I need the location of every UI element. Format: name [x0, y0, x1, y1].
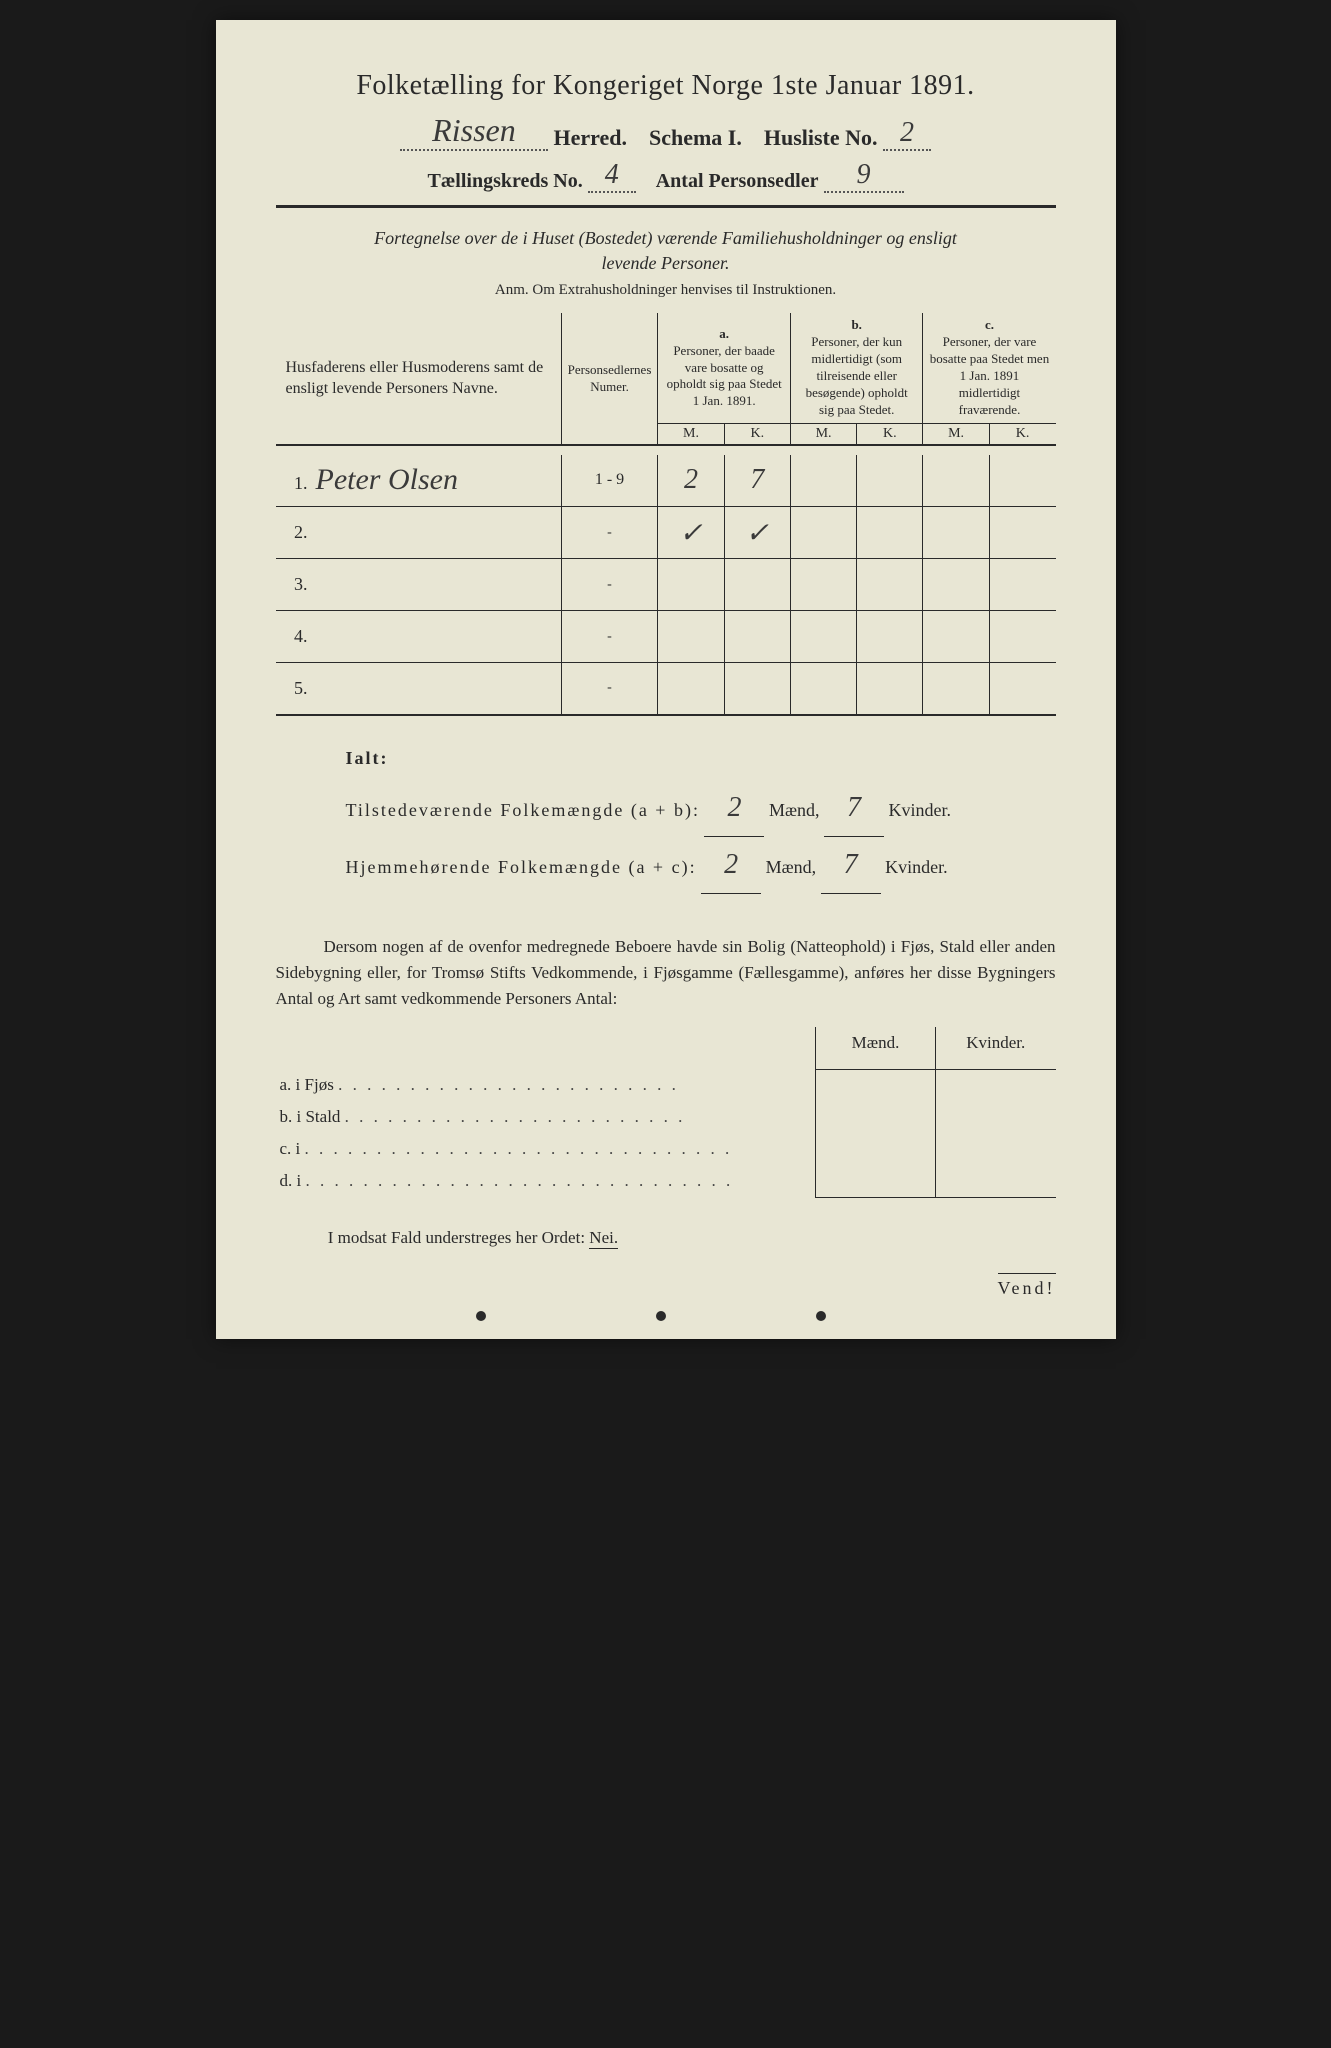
numer-value: -: [607, 577, 612, 592]
table-row: 4. -: [276, 611, 1056, 663]
col-c-text: Personer, der vare bosatte paa Stedet me…: [930, 334, 1050, 417]
row-num: 3.: [288, 574, 308, 595]
husliste-label: Husliste No.: [764, 125, 878, 150]
row-num: 5.: [288, 678, 308, 699]
bygning-label: c. i: [280, 1139, 301, 1158]
vend-text: Vend!: [998, 1273, 1056, 1298]
present-k: 7: [834, 780, 874, 836]
nei-line: I modsat Fald understreges her Ordet: Ne…: [276, 1228, 1056, 1248]
resident-k: 7: [831, 837, 871, 893]
nei-word: Nei.: [589, 1228, 618, 1249]
census-form-page: Folketælling for Kongeriget Norge 1ste J…: [216, 20, 1116, 1339]
col-numer-header: Personsedlernes Numer.: [561, 313, 658, 444]
present-label: Tilstedeværende Folkemængde (a + b):: [346, 800, 700, 820]
header-line-3: Tællingskreds No. 4 Antal Personsedler 9: [276, 159, 1056, 193]
herred-label: Herred.: [553, 125, 627, 150]
table-row: 5. -: [276, 663, 1056, 715]
a-m-value: 2: [671, 464, 711, 496]
row-num: 4.: [288, 626, 308, 647]
bygning-kvinder-header: Kvinder.: [936, 1027, 1056, 1070]
sedler-label: Antal Personsedler: [656, 170, 819, 192]
a-k-value: 7: [737, 464, 777, 496]
sedler-value: 9: [844, 159, 884, 191]
row-num: 1.: [288, 473, 308, 494]
subtitle: Fortegnelse over de i Huset (Bostedet) v…: [276, 226, 1056, 276]
resident-m: 2: [711, 837, 751, 893]
ink-blot: [656, 1311, 666, 1321]
kvinder-label: Kvinder.: [885, 857, 948, 877]
kvinder-label: Kvinder.: [888, 800, 951, 820]
maend-label: Mænd,: [769, 800, 820, 820]
ialt-title: Ialt:: [346, 740, 1056, 776]
herred-value: Rissen: [404, 112, 544, 149]
a-k-value: ✓: [737, 516, 777, 550]
present-m: 2: [714, 780, 754, 836]
bygning-row: a. i Fjøs . . . . . . . . . . . . . . . …: [276, 1069, 1056, 1101]
numer-value: 1 - 9: [595, 471, 624, 488]
col-c-k: K.: [989, 423, 1055, 445]
bygning-label: d. i: [280, 1171, 302, 1190]
bygning-label: a. i Fjøs: [280, 1075, 334, 1094]
a-m-value: ✓: [671, 516, 711, 550]
col-b-text: Personer, der kun midlertidigt (som tilr…: [806, 334, 908, 417]
bygning-table: Mænd. Kvinder. a. i Fjøs . . . . . . . .…: [276, 1027, 1056, 1198]
resident-line: Hjemmehørende Folkemængde (a + c): 2 Mæn…: [346, 837, 1056, 894]
schema-label: Schema I.: [649, 125, 742, 150]
bygning-row: b. i Stald . . . . . . . . . . . . . . .…: [276, 1101, 1056, 1133]
subtitle-line-2: levende Personer.: [602, 253, 730, 273]
vend-label: Vend!: [276, 1278, 1056, 1299]
nei-pre: I modsat Fald understreges her Ordet:: [328, 1228, 585, 1247]
col-name-text: Husfaderens eller Husmoderens samt de en…: [286, 359, 544, 397]
kreds-label: Tællingskreds No.: [428, 170, 583, 192]
col-a-m: M.: [658, 423, 724, 445]
dots: . . . . . . . . . . . . . . . . . . . . …: [338, 1075, 679, 1094]
col-c-header: c. Personer, der vare bosatte paa Stedet …: [923, 313, 1056, 423]
dots: . . . . . . . . . . . . . . . . . . . . …: [305, 1171, 733, 1190]
present-line: Tilstedeværende Folkemængde (a + b): 2 M…: [346, 780, 1056, 837]
col-a-label: a.: [719, 326, 729, 341]
ink-blot: [816, 1311, 826, 1321]
table-row: 2. - ✓ ✓: [276, 507, 1056, 559]
col-name-header: Husfaderens eller Husmoderens samt de en…: [276, 313, 562, 444]
col-a-k: K.: [724, 423, 790, 445]
maend-label: Mænd,: [766, 857, 817, 877]
col-c-m: M.: [923, 423, 989, 445]
bygning-row: d. i . . . . . . . . . . . . . . . . . .…: [276, 1165, 1056, 1197]
dots: . . . . . . . . . . . . . . . . . . . . …: [305, 1139, 733, 1158]
table-row: 1. Peter Olsen 1 - 9 2 7: [276, 455, 1056, 507]
col-b-header: b. Personer, der kun midlertidigt (som ti…: [790, 313, 923, 423]
row-num: 2.: [288, 522, 308, 543]
bygning-label: b. i Stald: [280, 1107, 341, 1126]
col-b-k: K.: [857, 423, 923, 445]
header-line-2: Rissen Herred. Schema I. Husliste No. 2: [276, 112, 1056, 151]
dots: . . . . . . . . . . . . . . . . . . . . …: [345, 1107, 686, 1126]
bygning-row: c. i . . . . . . . . . . . . . . . . . .…: [276, 1133, 1056, 1165]
husliste-value: 2: [887, 117, 927, 149]
main-title: Folketælling for Kongeriget Norge 1ste J…: [276, 70, 1056, 102]
resident-label: Hjemmehørende Folkemængde (a + c):: [346, 857, 697, 877]
rule-1: [276, 205, 1056, 208]
name-value: Peter Olsen: [316, 463, 458, 497]
para-text: Dersom nogen af de ovenfor medregnede Be…: [276, 937, 1056, 1009]
col-a-text: Personer, der baade vare bosatte og opho…: [667, 343, 782, 409]
col-numer-text: Personsedlernes Numer.: [568, 362, 652, 396]
bygning-paragraph: Dersom nogen af de ovenfor medregnede Be…: [276, 934, 1056, 1013]
anm-note: Anm. Om Extrahusholdninger henvises til …: [276, 282, 1056, 299]
col-b-m: M.: [790, 423, 856, 445]
numer-value: -: [607, 680, 612, 695]
totals-block: Ialt: Tilstedeværende Folkemængde (a + b…: [276, 740, 1056, 894]
kreds-value: 4: [592, 159, 632, 191]
bygning-maend-header: Mænd.: [816, 1027, 936, 1070]
col-b-label: b.: [851, 317, 861, 332]
col-c-label: c.: [985, 317, 994, 332]
subtitle-line-1: Fortegnelse over de i Huset (Bostedet) v…: [374, 228, 957, 248]
table-row: 3. -: [276, 559, 1056, 611]
ink-blot: [476, 1311, 486, 1321]
household-table: Husfaderens eller Husmoderens samt de en…: [276, 313, 1056, 715]
numer-value: -: [607, 629, 612, 644]
numer-value: -: [607, 525, 612, 540]
col-a-header: a. Personer, der baade vare bosatte og op…: [658, 313, 791, 423]
